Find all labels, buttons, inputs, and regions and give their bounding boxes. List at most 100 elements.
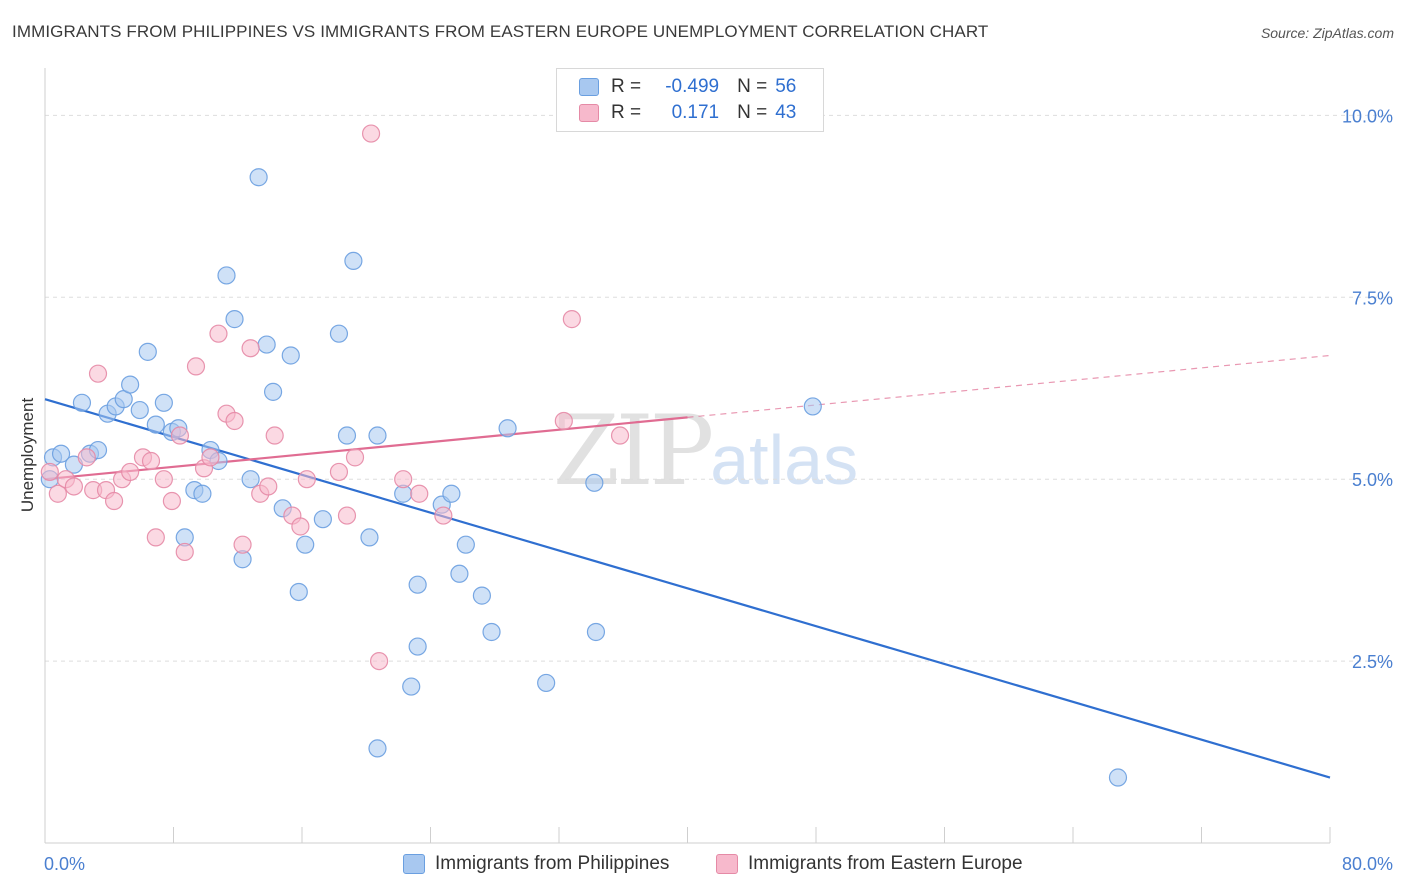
point-eastern-europe	[291, 517, 310, 536]
point-philippines	[344, 251, 363, 271]
label-layer: 2.5% 5.0% 7.5% 10.0% 0.0% 80.0% Unemployment	[18, 106, 1393, 874]
point-eastern-europe	[170, 426, 190, 445]
point-eastern-europe	[345, 448, 365, 467]
point-philippines	[368, 739, 387, 758]
point-philippines	[130, 400, 149, 420]
point-philippines	[51, 444, 71, 463]
point-eastern-europe	[40, 462, 59, 482]
point-eastern-europe	[434, 506, 453, 525]
point-eastern-europe	[146, 528, 165, 547]
legend-n-value: 56	[775, 76, 797, 97]
point-philippines	[257, 335, 276, 354]
correlation-legend: R = -0.499 N = 56 R = 0.171 N = 43	[556, 68, 824, 132]
bottom-legend-swatch-philippines	[403, 854, 425, 874]
y-tick-label: 10.0%	[1342, 106, 1393, 126]
points-layer	[40, 124, 1128, 787]
point-eastern-europe	[201, 448, 220, 467]
point-eastern-europe	[48, 484, 67, 503]
point-eastern-europe	[154, 470, 173, 489]
point-eastern-europe	[241, 339, 260, 358]
point-philippines	[217, 266, 236, 285]
point-philippines	[408, 575, 427, 594]
point-eastern-europe	[297, 470, 316, 489]
legend-n-value: 43	[775, 102, 797, 123]
point-philippines	[450, 564, 469, 583]
y-tick-label: 5.0%	[1352, 470, 1393, 490]
legend-r-label: R =	[611, 76, 642, 97]
point-eastern-europe	[233, 535, 252, 554]
point-eastern-europe	[141, 451, 161, 471]
point-eastern-europe	[88, 364, 108, 383]
point-eastern-europe	[104, 491, 124, 511]
bottom-legend-swatch-eastern-europe	[716, 854, 738, 874]
point-philippines	[281, 346, 300, 365]
x-tick-label-end: 80.0%	[1342, 854, 1393, 874]
point-philippines	[442, 484, 461, 503]
point-philippines	[225, 310, 244, 329]
point-eastern-europe	[186, 357, 206, 376]
point-philippines	[498, 419, 517, 438]
bottom-legend-label-philippines: Immigrants from Philippines	[435, 853, 670, 874]
point-eastern-europe	[225, 411, 244, 431]
point-philippines	[249, 168, 268, 187]
point-philippines	[456, 535, 475, 554]
point-philippines	[289, 582, 308, 602]
y-tick-label: 7.5%	[1352, 288, 1393, 308]
point-eastern-europe	[554, 411, 573, 431]
source-label: Source: ZipAtlas.com	[1260, 25, 1394, 41]
chart-title: IMMIGRANTS FROM PHILIPPINES VS IMMIGRANT…	[12, 22, 989, 41]
point-philippines	[329, 324, 349, 343]
legend-n-label: N =	[737, 76, 768, 97]
point-philippines	[138, 342, 157, 361]
grid-layer	[45, 114, 1392, 662]
point-philippines	[337, 426, 357, 445]
point-eastern-europe	[64, 477, 84, 496]
point-philippines	[154, 393, 173, 412]
point-eastern-europe	[394, 470, 413, 489]
point-philippines	[263, 382, 283, 401]
point-eastern-europe	[370, 651, 389, 671]
legend-r-value: -0.499	[665, 76, 720, 97]
point-philippines	[472, 586, 491, 605]
point-philippines	[368, 426, 387, 445]
point-eastern-europe	[162, 491, 181, 511]
point-philippines	[146, 415, 165, 434]
legend-swatch-eastern-europe	[579, 104, 599, 122]
point-philippines	[241, 470, 260, 489]
bottom-legend-label-eastern-europe: Immigrants from Eastern Europe	[748, 853, 1023, 874]
trend-extension-eastern-europe	[687, 354, 1331, 418]
bottom-legend-eastern-europe: Immigrants from Eastern Europe	[716, 852, 1023, 876]
point-eastern-europe	[265, 426, 284, 445]
point-eastern-europe	[209, 324, 228, 343]
legend-r-label: R =	[611, 102, 642, 123]
legend-row-eastern-europe: R = 0.171 N = 43	[579, 101, 796, 125]
point-philippines	[121, 375, 140, 394]
point-philippines	[1108, 768, 1128, 787]
point-eastern-europe	[175, 542, 194, 562]
point-eastern-europe	[329, 462, 349, 482]
legend-row-philippines: R = -0.499 N = 56	[579, 75, 796, 99]
point-eastern-europe	[410, 484, 429, 503]
point-eastern-europe	[562, 310, 581, 329]
point-philippines	[482, 622, 501, 642]
point-philippines	[585, 473, 604, 492]
point-philippines	[402, 677, 421, 696]
point-philippines	[313, 510, 332, 529]
point-philippines	[72, 393, 92, 412]
point-philippines	[537, 673, 556, 693]
point-eastern-europe	[259, 477, 278, 496]
trend-line-philippines	[44, 398, 1331, 779]
point-eastern-europe	[361, 124, 381, 143]
point-eastern-europe	[337, 506, 357, 525]
point-philippines	[408, 637, 427, 656]
point-philippines	[296, 535, 315, 554]
y-axis-title: Unemployment	[18, 398, 37, 513]
legend-n-label: N =	[737, 102, 768, 123]
x-tick-label-start: 0.0%	[44, 854, 85, 874]
point-philippines	[360, 528, 379, 547]
point-eastern-europe	[77, 448, 96, 467]
point-philippines	[193, 484, 212, 503]
legend-swatch-philippines	[579, 78, 599, 96]
bottom-legend-philippines: Immigrants from Philippines	[403, 852, 669, 876]
